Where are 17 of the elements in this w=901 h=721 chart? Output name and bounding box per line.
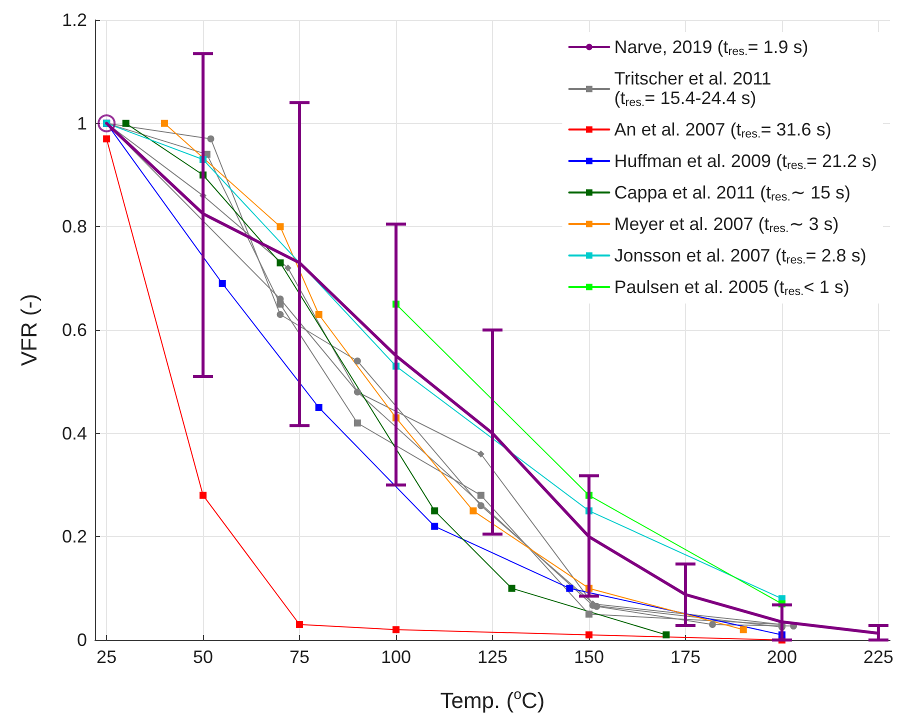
x-tick-label: 225	[863, 647, 894, 667]
x-tick-label: 175	[670, 647, 700, 667]
x-tick-label: 75	[290, 647, 310, 667]
y-tick-label: 1	[76, 113, 87, 134]
y-axis-title: VFR (-)	[16, 294, 42, 366]
x-tick-label: 50	[193, 647, 214, 667]
y-tick-label: 0.8	[62, 216, 87, 237]
y-tick-label: 0	[76, 630, 87, 650]
x-tick-label: 125	[477, 647, 508, 667]
x-tick-label: 100	[380, 647, 412, 667]
x-tick-label: 150	[574, 647, 604, 667]
x-tick-label: 200	[766, 647, 797, 667]
y-tick-label: 0.4	[62, 423, 87, 444]
y-tick-label: 0.6	[62, 320, 87, 340]
y-tick-label: 1.2	[62, 10, 87, 30]
y-tick-label: 0.2	[62, 526, 87, 547]
x-tick-label: 25	[96, 647, 117, 667]
